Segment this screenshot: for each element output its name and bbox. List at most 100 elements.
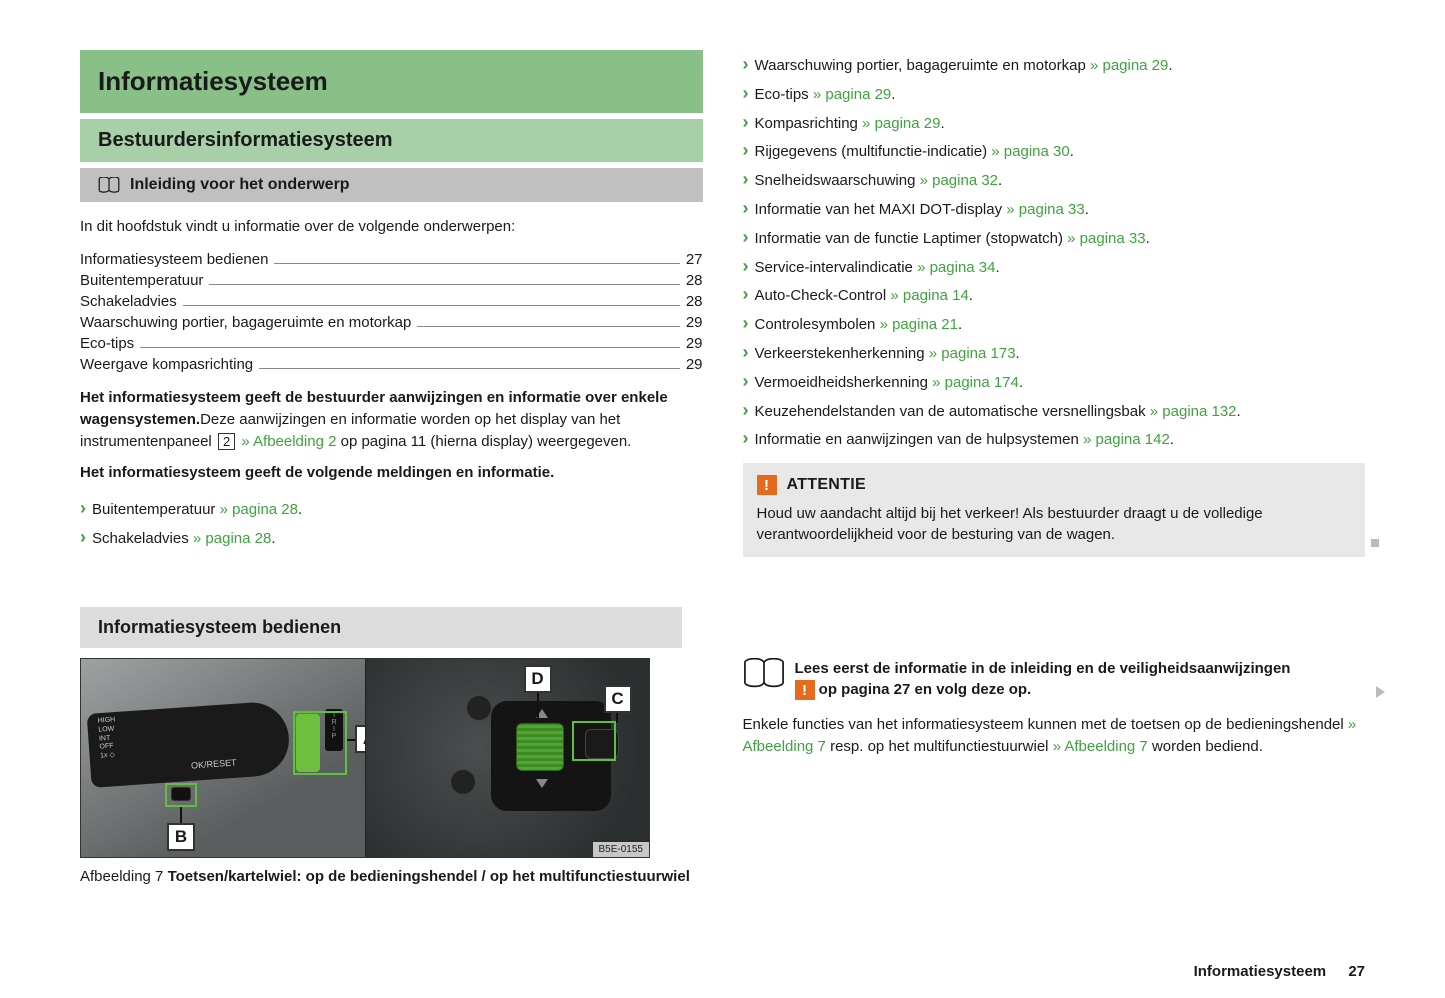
toc-page: 28 [686,293,703,310]
body-text: resp. op het multifunctiestuurwiel [826,738,1053,755]
book-open-icon [743,658,785,688]
toc-page: 28 [686,272,703,289]
callout-b: B [167,823,195,851]
bullet-text: Informatie van de functie Laptimer (stop… [755,230,1063,247]
bullet-list: Buitentemperatuur » pagina 28. Schakelad… [80,494,703,552]
toc-page: 29 [686,314,703,331]
crossref-link[interactable]: » pagina 33 [1002,201,1085,218]
crossref-link[interactable]: » pagina 142 [1079,431,1170,448]
crossref-link[interactable]: » Afbeelding 2 [237,433,336,450]
toc-page: 29 [686,356,703,373]
crossref-link[interactable]: » pagina 14 [886,287,969,304]
crossref-link[interactable]: » pagina 21 [875,316,958,333]
crossref-link[interactable]: » pagina 30 [987,143,1070,160]
list-item: Verkeerstekenherkenning » pagina 173. [743,338,1366,367]
figure-left-panel: HIGH LOW INT OFF 1x ◇ OK/RESET T R I P A… [81,659,365,857]
chapter-title: Informatiesysteem [98,66,685,97]
read-first-text: Lees eerst de informatie in de inleiding… [795,658,1291,700]
crossref-link[interactable]: » pagina 32 [915,172,998,189]
crossref-link[interactable]: » pagina 29 [809,86,892,103]
bullet-text: Eco-tips [755,86,809,103]
arrow-icon [743,431,755,448]
bullet-text: Controlesymbolen [755,316,876,333]
read-first-line2: op pagina 27 en volg deze op. [819,681,1032,698]
attention-header: ! ATTENTIE [757,475,1352,495]
bullet-text: Kompasrichting [755,115,858,132]
bullet-text: Buitentemperatuur [92,501,215,518]
body-text: worden bediend. [1148,738,1263,755]
list-item: Keuzehendelstanden van de automatische v… [743,396,1366,425]
toc-row: Eco-tips29 [80,335,703,352]
toc-row: Weergave kompasrichting29 [80,356,703,373]
list-item: Informatie van het MAXI DOT-display » pa… [743,194,1366,223]
list-item: Auto-Check-Control » pagina 14. [743,280,1366,309]
figure-right-panel: D C [365,659,650,857]
crossref-link[interactable]: » pagina 29 [1086,57,1169,74]
toc-leader [274,263,679,264]
list-item: Service-intervalindicatie » pagina 34. [743,252,1366,281]
crossref-link[interactable]: » pagina 174 [928,374,1019,391]
section-end-mark [1371,539,1379,547]
callout-frame-b [165,783,197,807]
toc-label: Schakeladvies [80,293,177,310]
ref-box: 2 [218,433,235,451]
arrow-icon [743,201,755,218]
intro-text: In dit hoofdstuk vindt u informatie over… [80,216,703,237]
crossref-link[interactable]: » pagina 28 [215,501,298,518]
arrow-icon [80,530,92,547]
bullet-text: Informatie en aanwijzingen van de hulpsy… [755,431,1079,448]
arrow-icon [80,501,92,518]
arrow-icon [743,230,755,247]
arrow-icon [743,115,755,132]
list-item: Buitentemperatuur » pagina 28. [80,494,703,523]
attention-box: ! ATTENTIE Houd uw aandacht altijd bij h… [743,463,1366,557]
bullet-text: Informatie van het MAXI DOT-display [755,201,1003,218]
list-item: Snelheidswaarschuwing » pagina 32. [743,165,1366,194]
phone-button-icon [450,769,476,795]
callout-line [537,693,539,721]
crossref-link[interactable]: » pagina 34 [913,259,996,276]
down-arrow-icon [536,779,548,788]
callout-line [347,739,355,741]
arrow-icon [743,316,755,333]
callout-frame-a [293,711,347,775]
footer-title: Informatiesysteem [1194,963,1327,980]
body-text: op pagina 11 (hierna display) weergegeve… [336,433,631,450]
crossref-link[interactable]: » pagina 132 [1146,403,1237,420]
paragraph: Het informatiesysteem geeft de bestuurde… [80,387,703,452]
toc-page: 27 [686,251,703,268]
crossref-link[interactable]: » pagina 173 [925,345,1016,362]
stalk-labels: HIGH LOW INT OFF 1x ◇ [97,717,118,762]
crossref-link[interactable]: » Afbeelding 7 [1053,738,1148,755]
toc-label: Eco-tips [80,335,134,352]
attention-title: ATTENTIE [787,476,866,494]
arrow-icon [743,172,755,189]
arrow-icon [743,143,755,160]
read-first-line1: Lees eerst de informatie in de inleiding… [795,660,1291,677]
toc-label: Buitentemperatuur [80,272,203,289]
crossref-link[interactable]: » pagina 28 [189,530,272,547]
list-item: Controlesymbolen » pagina 21. [743,309,1366,338]
bullet-list: Waarschuwing portier, bagageruimte en mo… [743,50,1366,453]
toc-leader [140,347,680,348]
callout-line [180,807,182,823]
paragraph: Enkele functies van het informatiesystee… [743,714,1366,758]
arrow-icon [743,287,755,304]
toc-row: Schakeladvies 28 [80,293,703,310]
warning-icon: ! [757,475,777,495]
bullet-text: Snelheidswaarschuwing [755,172,916,189]
toc-leader [183,305,680,306]
crossref-link[interactable]: » pagina 33 [1063,230,1146,247]
list-item: Rijgegevens (multifunctie-indicatie) » p… [743,136,1366,165]
bullet-text: Vermoeidheidsherkenning [755,374,928,391]
chapter-title-bar: Informatiesysteem [80,50,703,113]
toc-label: Waarschuwing portier, bagageruimte en mo… [80,314,411,331]
toc-row: Informatiesysteem bedienen27 [80,251,703,268]
crossref-link[interactable]: » pagina 29 [858,115,941,132]
toc-row: Waarschuwing portier, bagageruimte en mo… [80,314,703,331]
arrow-icon [743,57,755,74]
attention-body: Houd uw aandacht altijd bij het verkeer!… [757,503,1352,545]
caption-prefix: Afbeelding 7 [80,868,168,885]
callout-d: D [524,665,552,693]
read-first-box: Lees eerst de informatie in de inleiding… [743,658,1366,700]
